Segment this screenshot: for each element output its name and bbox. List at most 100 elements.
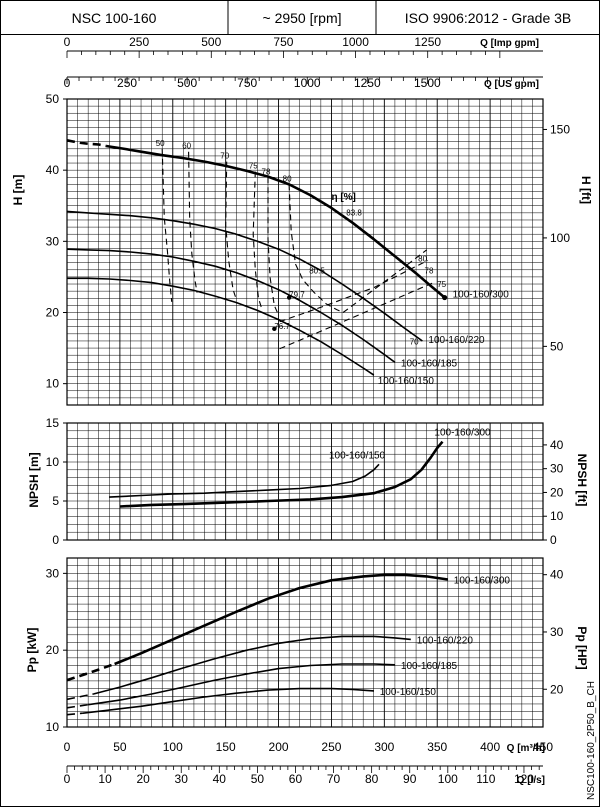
bep-marker [272, 326, 277, 332]
power-series-label: 100-160/300 [454, 576, 511, 587]
us-axis-tick-label: 1000 [294, 76, 321, 90]
efficiency-curve [225, 161, 237, 300]
head-ytick-label: 30 [46, 234, 60, 248]
us-axis-label: Q [US gpm] [484, 79, 539, 90]
efficiency-curve-label: 60 [182, 142, 191, 151]
npsh-series-line [119, 440, 444, 508]
npsh-ylabel: NPSH [m] [27, 452, 41, 507]
imp-axis-tick-label: 500 [201, 35, 221, 49]
power-series-dashed [66, 693, 94, 701]
q-axis-tick-label: 350 [427, 740, 447, 754]
power-ytick-right-label: 40 [550, 568, 564, 582]
npsh-series-line [109, 463, 380, 498]
head-frame [66, 98, 544, 406]
power-ylabel: Pp [kW] [25, 628, 39, 673]
q-axis-tick-label: 450 [533, 740, 553, 754]
power-series-dashed [66, 662, 116, 682]
ls-axis-label: Q [l/s] [517, 775, 545, 786]
efficiency-point-label: 70 [410, 338, 419, 347]
imp-axis-tick-label: 1250 [414, 35, 441, 49]
npsh-ytick-right-label: 30 [550, 462, 564, 476]
power-ytick-right-label: 20 [550, 682, 564, 696]
ls-axis-tick-label: 60 [289, 772, 303, 786]
npsh-ytick-right-label: 40 [550, 438, 564, 452]
power-series-label: 100-160/185 [401, 661, 458, 672]
head-ytick-label: 40 [46, 163, 60, 177]
efficiency-curve-label: 78 [262, 167, 271, 176]
efficiency-curve [252, 171, 263, 309]
npsh-ytick-right-label: 10 [550, 509, 564, 523]
efficiency-curve-label: 80 [283, 174, 292, 183]
q-axis-tick-label: 0 [64, 740, 71, 754]
power-ytick-label: 20 [46, 643, 60, 657]
ls-axis-tick-label: 120 [514, 772, 534, 786]
header-bar: NSC 100-160 ~ 2950 [rpm] ISO 9906:2012 -… [0, 0, 600, 35]
power-series-dashed [66, 703, 89, 709]
efficiency-curve [288, 184, 344, 314]
head-end-marker [442, 294, 448, 301]
head-series-line [66, 248, 396, 363]
head-series-line [67, 277, 375, 376]
power-series-line [88, 663, 395, 706]
head-series-label: 100-160/185 [401, 358, 458, 369]
power-series-label: 100-160/220 [417, 635, 474, 646]
power-series-label: 100-160/150 [380, 687, 437, 698]
imp-axis-tick-label: 0 [64, 35, 71, 49]
ls-axis-tick-label: 0 [64, 772, 71, 786]
npsh-ylabel-right: NPSH [ft] [575, 454, 589, 507]
npsh-grid [66, 422, 544, 541]
power-ytick-label: 30 [46, 566, 60, 580]
head-series-line [66, 210, 423, 342]
q-axis-tick-label: 100 [163, 740, 183, 754]
us-axis-tick-label: 250 [117, 76, 137, 90]
q-axis-tick-label: 50 [113, 740, 127, 754]
head-ytick-right-label: 50 [550, 339, 564, 353]
imp-axis-tick-label: 1000 [342, 35, 369, 49]
us-axis-tick-label: 500 [177, 76, 197, 90]
efficiency-point-label: 83.8 [346, 209, 362, 218]
power-ylabel-right: Pp [HP] [575, 626, 589, 669]
power-series-line [93, 635, 411, 695]
efficiency-curve-label: 50 [156, 139, 165, 148]
efficiency-curve [279, 260, 428, 323]
efficiency-point-label: 76.7 [274, 322, 290, 331]
q-axis-tick-label: 300 [374, 740, 394, 754]
head-ylabel: H [m] [11, 175, 25, 206]
head-ytick-right-label: 100 [550, 231, 570, 245]
ls-axis-tick-label: 40 [213, 772, 227, 786]
head-ytick-label: 50 [46, 92, 60, 106]
us-axis-tick-label: 0 [64, 76, 71, 90]
efficiency-axis-label: η [%] [331, 192, 355, 203]
efficiency-curve-label: 70 [220, 152, 229, 161]
npsh-series-label: 100-160/300 [434, 428, 491, 439]
efficiency-point-label: 80.5 [309, 266, 325, 275]
ls-axis-tick-label: 90 [403, 772, 417, 786]
head-series-label: 100-160/150 [378, 376, 435, 387]
head-series-dashed [66, 139, 107, 148]
efficiency-point-label: 79.7 [289, 291, 305, 300]
q-axis-label: Q [m³/h] [507, 743, 545, 754]
power-series-dashed [66, 712, 83, 716]
q-axis-tick-label: 150 [216, 740, 236, 754]
q-axis-tick-label: 400 [480, 740, 500, 754]
ls-axis-tick-label: 50 [251, 772, 265, 786]
efficiency-curve [267, 177, 280, 316]
q-axis-tick-label: 250 [321, 740, 341, 754]
head-series-line [105, 144, 446, 299]
efficiency-curve [279, 281, 436, 350]
power-frame [66, 557, 544, 728]
power-ytick-right-label: 30 [550, 625, 564, 639]
ls-axis-tick-label: 80 [365, 772, 379, 786]
npsh-frame [66, 422, 544, 541]
ls-axis-tick-label: 20 [136, 772, 150, 786]
imp-axis-label: Q [Imp gpm] [480, 38, 539, 49]
efficiency-curve [161, 148, 173, 302]
imp-axis-tick-label: 750 [273, 35, 293, 49]
ls-axis-tick-label: 110 [476, 772, 495, 786]
efficiency-point-label: 78 [425, 266, 434, 275]
ls-axis-tick-label: 100 [438, 772, 458, 786]
npsh-ytick-right-label: 20 [550, 485, 564, 499]
pump-model: NSC 100-160 [72, 10, 157, 26]
